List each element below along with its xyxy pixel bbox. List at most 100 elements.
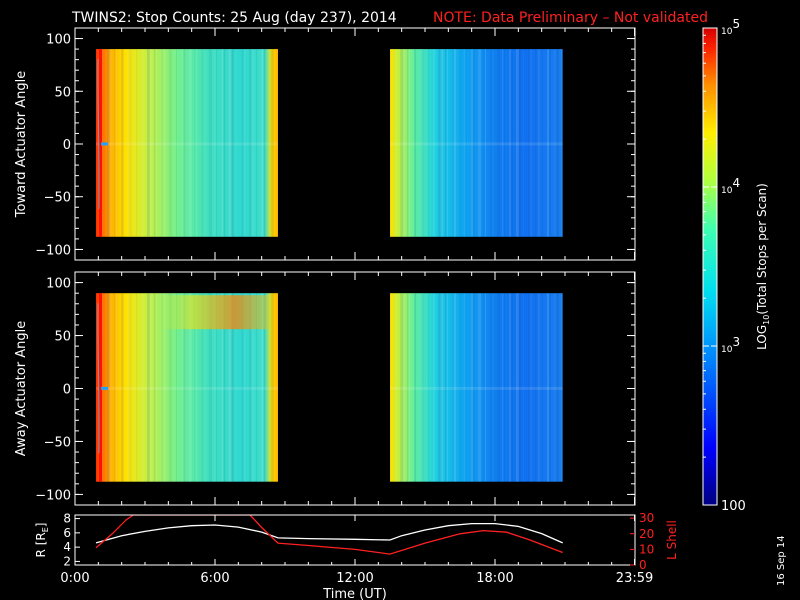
heatmap-streak <box>516 49 520 237</box>
heatmap-streak <box>108 293 112 482</box>
heatmap-streak <box>445 293 447 482</box>
heatmap-streak <box>497 293 501 482</box>
heatmap-streak <box>156 293 158 482</box>
heatmap-streak <box>465 49 467 237</box>
heatmap-streak <box>126 49 130 237</box>
heatmap-streak <box>196 293 198 482</box>
y-tick-label: 50 <box>54 330 71 345</box>
y-axis-label: Toward Actuator Angle <box>14 71 29 218</box>
heatmap-streak <box>529 293 532 482</box>
heatmap-streak <box>176 293 178 482</box>
colorbar-tick-label: 105 <box>721 17 740 37</box>
heatmap-streak <box>156 49 158 237</box>
zero-angle-band <box>390 386 563 390</box>
figure-title: TWINS2: Stop Counts: 25 Aug (day 237), 2… <box>71 10 397 26</box>
heatmap-streak <box>223 49 226 237</box>
left-label-main: R [R <box>34 532 48 557</box>
heatmap-streak <box>490 49 493 237</box>
heatmap-streak <box>141 293 144 482</box>
heatmap-streak <box>427 293 429 482</box>
heatmap-streak <box>236 293 238 482</box>
heatmap-streak <box>96 293 97 482</box>
heatmap-streak <box>472 293 475 482</box>
heatmap-streak <box>276 293 278 482</box>
heatmap-streak <box>168 49 172 237</box>
y-tick-label: 0 <box>63 138 71 153</box>
colorbar-gradient <box>703 28 717 505</box>
heatmap-streak <box>535 49 539 237</box>
heatmap-streak <box>490 293 493 482</box>
heatmap-streak <box>136 293 138 482</box>
heatmap-streak <box>497 49 501 237</box>
heatmap-streak <box>196 49 198 237</box>
heatmap-streak <box>106 49 110 237</box>
heatmap-streak <box>230 293 234 482</box>
heatmap-streak <box>148 49 152 237</box>
heatmap-streak <box>243 293 246 482</box>
heatmap-streak <box>510 293 513 482</box>
heatmap-streak <box>214 49 216 237</box>
heatmap-streak <box>136 49 138 237</box>
heatmap-streak <box>248 49 252 237</box>
leading-edge <box>99 49 102 237</box>
heatmap-streak <box>483 49 485 237</box>
heatmap-streak <box>108 49 112 237</box>
right-y-tick-label: 0 <box>639 558 647 572</box>
heatmap-streak <box>438 293 442 482</box>
heatmap-streak <box>459 49 463 237</box>
heatmap-streak <box>176 49 178 237</box>
x-tick-label: 6:00 <box>200 571 229 586</box>
colorbar-tick-label: 100 <box>721 499 746 514</box>
heatmap-streak <box>555 293 559 482</box>
heatmap-streak <box>216 49 218 237</box>
heatmap-streak <box>421 49 425 237</box>
heatmap-streak <box>503 49 505 237</box>
heatmap-streak <box>427 49 429 237</box>
right-y-axis-label: L Shell <box>665 520 679 560</box>
heatmap-block <box>390 49 563 237</box>
heatmap-streak <box>161 293 164 482</box>
heatmap-streak <box>535 293 539 482</box>
heatmap-streak <box>517 49 521 237</box>
heatmap-streak <box>555 49 559 237</box>
heatmap-streak <box>547 49 550 237</box>
zero-angle-band <box>390 142 563 146</box>
y-tick-label: −50 <box>44 435 71 450</box>
heatmap-streak <box>529 49 532 237</box>
heatmap-streak <box>250 293 254 482</box>
heatmap-streak <box>268 49 272 237</box>
heatmap-streak <box>433 293 436 482</box>
heatmap-streak <box>440 293 444 482</box>
tick-exp: 5 <box>732 17 740 31</box>
heatmap-streak <box>263 49 266 237</box>
heatmap-streak <box>548 49 551 237</box>
heatmap-streak <box>471 293 474 482</box>
heatmap-streak <box>402 49 406 237</box>
heatmap-streak <box>270 49 274 237</box>
radius-line <box>95 522 563 544</box>
heatmap-streak <box>163 49 166 237</box>
lshell-line <box>95 515 563 555</box>
heatmap-streak <box>183 293 186 482</box>
heatmap-streak <box>154 293 156 482</box>
heatmap-streak <box>395 293 398 482</box>
tick-base: 10 <box>721 186 733 196</box>
heatmap-streak <box>194 293 196 482</box>
heatmap-block <box>390 293 563 482</box>
heatmap-streak <box>181 293 184 482</box>
heatmap-streak <box>390 49 391 237</box>
heatmap-streak <box>503 293 505 482</box>
colorbar-label-end: (Total Stops per Scan) <box>755 183 769 314</box>
heatmap-streak <box>509 49 512 237</box>
x-tick-label: 0:00 <box>60 571 89 586</box>
heatmap-streak <box>484 293 486 482</box>
heatmap-streak <box>414 49 417 237</box>
heatmap-streak <box>446 49 448 237</box>
heatmap-streak <box>446 293 448 482</box>
right-y-tick-label: 20 <box>639 527 654 541</box>
heatmap-streak <box>400 49 404 237</box>
heatmap-streak <box>491 293 494 482</box>
heatmap-streak <box>168 293 172 482</box>
heatmap-streak <box>554 49 558 237</box>
